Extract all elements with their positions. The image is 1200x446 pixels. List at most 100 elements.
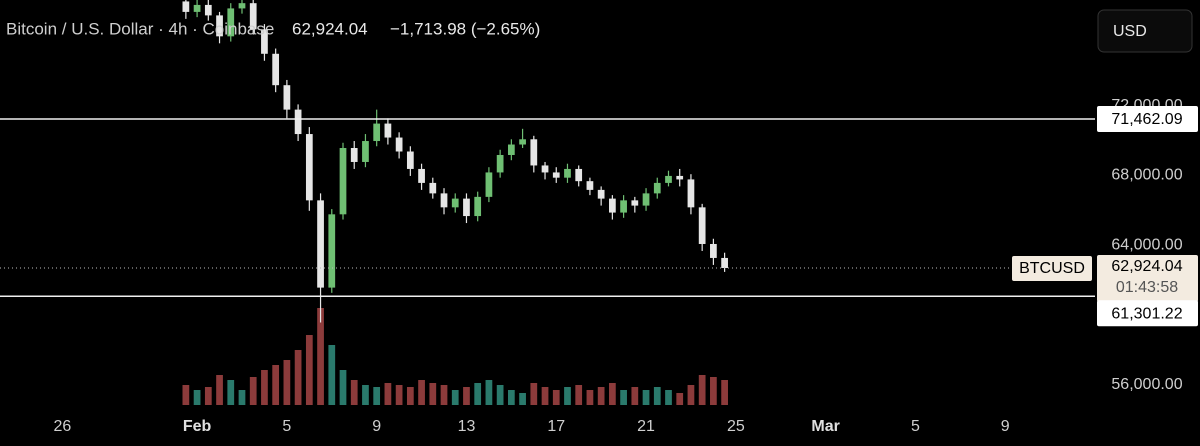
volume-bar [575,385,583,405]
candle-body [519,139,526,145]
x-tick-label: 5 [282,418,291,435]
volume-bar [642,390,650,405]
plot: 26 Feb 5 9 13 17 21 25 Mar 5 9 56,000.00 64,000.00 68… [0,0,1198,435]
candle-body [305,134,313,201]
volume-bar [496,385,504,405]
volume-bar [305,335,313,405]
candle-body [564,168,571,178]
volume-bar [182,385,190,405]
volume-bar [283,360,291,405]
volume-bar [339,370,347,405]
level-tag-label: 61,301.22 [1111,306,1182,323]
candle-body [496,154,504,173]
candle-body [182,1,190,12]
volume-bar [507,390,515,405]
candle-body [204,4,212,16]
level-tag-label: 71,462.09 [1111,111,1182,128]
volume-bar [193,390,201,405]
volume-bar [350,380,358,405]
candle-body [373,123,381,142]
x-tick-label: 9 [372,418,381,435]
candle-body [350,148,358,162]
volume-bar [676,393,684,405]
candle-body [485,172,493,197]
volume-bar [204,387,212,405]
x-tick-label: 25 [727,418,745,435]
header-change: −1,713.98 (−2.65%) [390,19,540,38]
candle-body [328,214,336,288]
candle-body [283,85,291,110]
candle-body [687,179,695,208]
volume-bar [451,390,459,405]
candle-body [597,189,605,199]
volume-bar [238,390,246,405]
candle-body [317,200,324,288]
candle-body [249,3,257,30]
candle-body [698,207,706,244]
symbol-tag [1012,255,1092,281]
candle-body [384,123,392,138]
volume-bar [216,375,223,405]
volume-bar [328,345,336,405]
volume-bar [261,370,268,405]
candle-body [586,181,594,190]
volume-bar [698,375,706,405]
x-tick-label: 21 [637,418,655,435]
volume-bar [384,383,392,405]
volume-bar [463,387,470,405]
volume-bar [687,385,695,405]
volume-bar [653,387,661,405]
header-price: 62,924.04 [292,19,368,38]
candle-body [339,148,347,215]
candle-body [272,53,280,86]
candle-body [238,3,246,9]
volume-bar [721,380,728,405]
candle-body [710,243,717,258]
volume-bar [440,385,448,405]
volume-bar [317,308,324,405]
x-tick-label: 5 [911,418,920,435]
candle-body [193,4,201,12]
volume-bar [227,380,235,405]
price-tag-label: 62,924.04 [1111,258,1182,275]
candle-body [418,168,425,183]
volume-bar [530,383,538,405]
currency-label[interactable]: USD [1113,23,1147,40]
volume-bar [609,383,616,405]
candle-body [552,172,560,178]
y-tick-label: 56,000.00 [1111,376,1182,393]
y-tick-label: 64,000.00 [1111,236,1182,253]
currency-dropdown[interactable] [1097,9,1193,53]
volume-bar [564,387,571,405]
candle-body [294,109,302,135]
candle-body [631,200,639,206]
candle-body [395,137,403,152]
symbol-tag-label: BTCUSD [1019,260,1085,277]
x-tick-label: Mar [811,418,839,435]
candle-body [440,193,448,208]
volume-bar [519,393,526,405]
candle-body [665,175,672,183]
volume-bar [541,387,549,405]
candle-body [406,151,414,169]
x-tick-label: 13 [458,418,476,435]
volume-bar [485,380,493,405]
y-tick-label: 68,000.00 [1111,167,1182,184]
volume-bar [710,377,717,405]
volume-bar [631,387,639,405]
candle-body [541,165,549,173]
candle-body [474,196,482,217]
candle-body [609,198,616,213]
candle-body [362,141,369,162]
candle-body [620,200,627,213]
volume-bar [665,390,672,405]
symbol-title: Bitcoin / U.S. Dollar · 4h · Coinbase [6,19,274,38]
candle-body [575,168,583,182]
x-tick-label: 26 [54,418,72,435]
volume-bar [395,385,403,405]
candle-body [721,257,728,268]
x-tick-label: 17 [547,418,565,435]
volume-bar [294,350,302,405]
